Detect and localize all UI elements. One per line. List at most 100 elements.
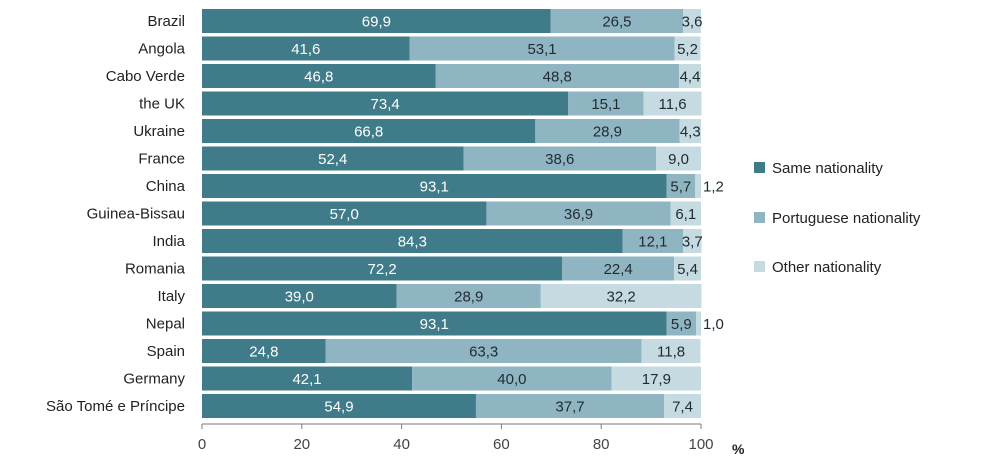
bar-row: India 84,3 12,1 3,7 (152, 229, 703, 253)
category-label: Spain (147, 343, 185, 360)
bar-segment (202, 339, 326, 363)
bar-segment (202, 146, 464, 171)
legend-swatch (754, 212, 765, 223)
data-label: 4,4 (680, 69, 701, 86)
x-tick-label: 60 (493, 436, 510, 453)
data-label: 5,4 (677, 261, 698, 278)
bar-segment (674, 36, 701, 61)
bar-segment (202, 366, 413, 391)
data-label: 3,6 (682, 14, 703, 31)
data-label: 5,2 (677, 41, 698, 58)
bar-row: the UK 73,4 15,1 11,6 (139, 91, 702, 116)
bar-segment (202, 64, 436, 88)
data-label: 6,1 (675, 206, 696, 223)
legend-label: Same nationality (772, 160, 883, 177)
category-label: Germany (123, 371, 185, 388)
data-label: 11,6 (659, 96, 687, 113)
data-label: 46,8 (304, 69, 333, 86)
category-label: Ukraine (133, 123, 185, 140)
bar-row: Guinea-Bissau 57,0 36,9 6,1 (87, 201, 701, 226)
x-tick-label: 20 (293, 436, 310, 453)
category-label: Angola (138, 41, 185, 58)
bar-segment (202, 394, 476, 418)
data-label: 41,6 (291, 41, 320, 58)
bar-segment (550, 9, 684, 33)
bar-segment (202, 119, 536, 143)
bar-row: Germany 42,1 40,0 17,9 (123, 366, 701, 391)
bar-segment (674, 256, 701, 281)
bar-segment (643, 91, 702, 116)
bar-segment (695, 174, 701, 198)
data-label: 72,2 (368, 261, 397, 278)
bar-segment (325, 339, 642, 363)
data-label: 53,1 (527, 41, 556, 58)
bar-row: Romania 72,2 22,4 5,4 (125, 256, 701, 281)
bar-row: Ukraine 66,8 28,9 4,3 (133, 119, 701, 143)
x-tick-label: 80 (593, 436, 610, 453)
data-label: 5,7 (670, 179, 691, 196)
bar-segment (535, 119, 680, 143)
bar-segment (463, 146, 657, 171)
bar-area: Brazil 69,9 26,5 3,6 Angola 41,6 53,1 5,2 Cabo V… (46, 9, 724, 418)
data-label: 26,5 (602, 14, 631, 31)
data-label: 24,8 (249, 344, 278, 361)
data-label: 28,9 (454, 289, 483, 306)
bar-segment (202, 311, 667, 336)
data-label: 4,3 (680, 124, 701, 141)
bar-segment (540, 284, 702, 308)
category-label: Brazil (147, 13, 185, 30)
data-label: 69,9 (362, 14, 391, 31)
bar-segment (666, 174, 696, 198)
data-label: 63,3 (469, 344, 498, 361)
bar-segment (562, 256, 675, 281)
category-label: India (152, 233, 185, 250)
bar-segment (396, 284, 541, 308)
bar-segment (202, 229, 623, 253)
x-axis: 0 20 40 60 80 100% (198, 423, 745, 457)
bar-segment (412, 366, 612, 391)
bar-row: China 93,1 5,7 1,2 (146, 174, 724, 198)
category-label: the UK (139, 96, 185, 113)
data-label: 57,0 (330, 206, 359, 223)
data-label: 22,4 (604, 261, 633, 278)
bar-segment (475, 394, 665, 418)
bar-segment (568, 91, 644, 116)
x-tick-label: 0 (198, 436, 206, 453)
category-label: Romania (125, 261, 186, 278)
bar-segment (202, 201, 487, 226)
data-label: 37,7 (555, 399, 584, 416)
category-label: France (138, 151, 185, 168)
data-label: 9,0 (668, 151, 689, 168)
data-label: 66,8 (354, 124, 383, 141)
data-label: 1,0 (703, 316, 724, 333)
data-label: 38,6 (545, 151, 574, 168)
data-label: 48,8 (543, 69, 572, 86)
data-label: 3,7 (682, 234, 703, 251)
x-tick-label: 100 (688, 436, 713, 453)
bar-segment (611, 366, 701, 391)
data-label: 84,3 (398, 234, 427, 251)
bar-segment (683, 229, 702, 253)
data-label: 32,2 (607, 289, 636, 306)
legend-item: Portuguese nationality (754, 210, 921, 227)
bar-row: Nepal 93,1 5,9 1,0 (146, 311, 724, 336)
bar-segment (696, 311, 701, 336)
bar-row: Italy 39,0 28,9 32,2 (157, 284, 702, 308)
category-label: São Tomé e Príncipe (46, 398, 185, 415)
data-label: 36,9 (564, 206, 593, 223)
data-label: 15,1 (591, 96, 620, 113)
legend-item: Same nationality (754, 160, 883, 177)
category-label: Cabo Verde (106, 68, 185, 85)
legend-label: Other nationality (772, 259, 882, 276)
category-label: Guinea-Bissau (87, 206, 185, 223)
category-label: China (146, 178, 186, 195)
category-label: Nepal (146, 316, 185, 333)
bar-segment (202, 256, 563, 281)
data-label: 93,1 (420, 179, 449, 196)
data-label: 42,1 (292, 371, 321, 388)
bar-row: Cabo Verde 46,8 48,8 4,4 (106, 64, 701, 88)
bar-segment (641, 339, 701, 363)
data-label: 73,4 (371, 96, 400, 113)
data-label: 52,4 (318, 151, 347, 168)
